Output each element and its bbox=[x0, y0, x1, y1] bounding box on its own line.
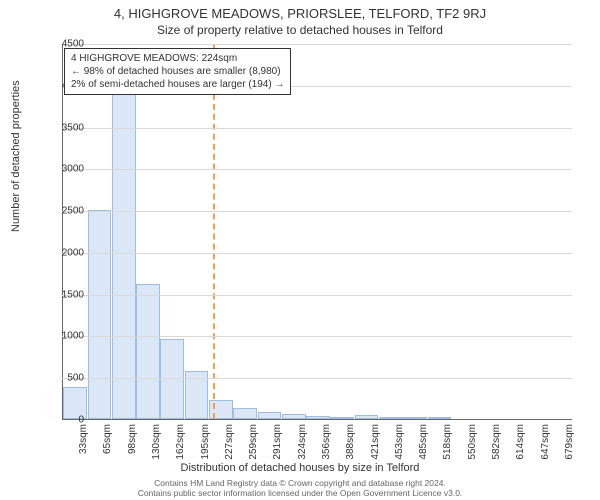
y-tick-label: 3000 bbox=[44, 164, 84, 175]
bars-group bbox=[63, 43, 573, 419]
gridline bbox=[62, 295, 572, 296]
gridline bbox=[62, 253, 572, 254]
histogram-bar bbox=[258, 412, 282, 419]
chart-container: 4, HIGHGROVE MEADOWS, PRIORSLEE, TELFORD… bbox=[0, 0, 600, 500]
x-tick-label: 291sqm bbox=[272, 424, 283, 460]
y-tick-label: 1500 bbox=[44, 289, 84, 300]
x-tick-label: 421sqm bbox=[370, 424, 381, 460]
x-tick-label: 356sqm bbox=[321, 424, 332, 460]
x-tick-label: 550sqm bbox=[467, 424, 478, 460]
x-tick-label: 195sqm bbox=[200, 424, 211, 460]
footer: Contains HM Land Registry data © Crown c… bbox=[0, 478, 600, 498]
footer-line: Contains HM Land Registry data © Crown c… bbox=[0, 478, 600, 488]
plot-frame bbox=[62, 44, 572, 420]
x-tick-label: 388sqm bbox=[345, 424, 356, 460]
annotation-line: 4 HIGHGROVE MEADOWS: 224sqm bbox=[71, 52, 284, 65]
y-tick-label: 0 bbox=[44, 415, 84, 426]
x-axis-label: Distribution of detached houses by size … bbox=[0, 462, 600, 474]
histogram-bar bbox=[136, 284, 160, 419]
x-tick-label: 65sqm bbox=[102, 424, 113, 454]
x-tick-label: 324sqm bbox=[297, 424, 308, 460]
x-tick-label: 647sqm bbox=[540, 424, 551, 460]
plot-area: 33sqm65sqm98sqm130sqm162sqm195sqm227sqm2… bbox=[62, 44, 572, 420]
x-tick-label: 679sqm bbox=[564, 424, 575, 460]
footer-line: Contains public sector information licen… bbox=[0, 488, 600, 498]
annotation-line: ← 98% of detached houses are smaller (8,… bbox=[71, 65, 284, 78]
y-tick-label: 2500 bbox=[44, 206, 84, 217]
histogram-bar bbox=[428, 417, 452, 419]
gridline bbox=[62, 336, 572, 337]
gridline bbox=[62, 169, 572, 170]
histogram-bar bbox=[233, 408, 257, 419]
histogram-bar bbox=[379, 417, 403, 419]
page-subtitle: Size of property relative to detached ho… bbox=[0, 21, 600, 37]
annotation-line: 2% of semi-detached houses are larger (1… bbox=[71, 78, 284, 91]
page-title: 4, HIGHGROVE MEADOWS, PRIORSLEE, TELFORD… bbox=[0, 0, 600, 21]
y-tick-label: 3500 bbox=[44, 122, 84, 133]
histogram-bar bbox=[282, 414, 306, 419]
gridline bbox=[62, 44, 572, 45]
x-tick-label: 582sqm bbox=[491, 424, 502, 460]
annotation-box: 4 HIGHGROVE MEADOWS: 224sqm ← 98% of det… bbox=[64, 48, 291, 95]
histogram-bar bbox=[403, 417, 427, 419]
y-tick-label: 1000 bbox=[44, 331, 84, 342]
x-tick-label: 33sqm bbox=[78, 424, 89, 454]
y-tick-label: 500 bbox=[44, 373, 84, 384]
x-tick-label: 453sqm bbox=[394, 424, 405, 460]
x-tick-label: 259sqm bbox=[248, 424, 259, 460]
histogram-bar bbox=[88, 210, 112, 419]
x-tick-label: 98sqm bbox=[127, 424, 138, 454]
x-tick-label: 162sqm bbox=[175, 424, 186, 460]
property-marker bbox=[213, 44, 215, 419]
x-tick-label: 485sqm bbox=[418, 424, 429, 460]
x-tick-label: 614sqm bbox=[515, 424, 526, 460]
x-tick-label: 518sqm bbox=[442, 424, 453, 460]
x-tick-label: 130sqm bbox=[151, 424, 162, 460]
gridline bbox=[62, 128, 572, 129]
gridline bbox=[62, 211, 572, 212]
x-tick-label: 227sqm bbox=[224, 424, 235, 460]
histogram-bar bbox=[306, 416, 330, 419]
histogram-bar bbox=[355, 415, 379, 419]
gridline bbox=[62, 378, 572, 379]
y-tick-label: 2000 bbox=[44, 247, 84, 258]
histogram-bar bbox=[330, 417, 354, 419]
y-axis-label: Number of detached properties bbox=[10, 80, 22, 232]
